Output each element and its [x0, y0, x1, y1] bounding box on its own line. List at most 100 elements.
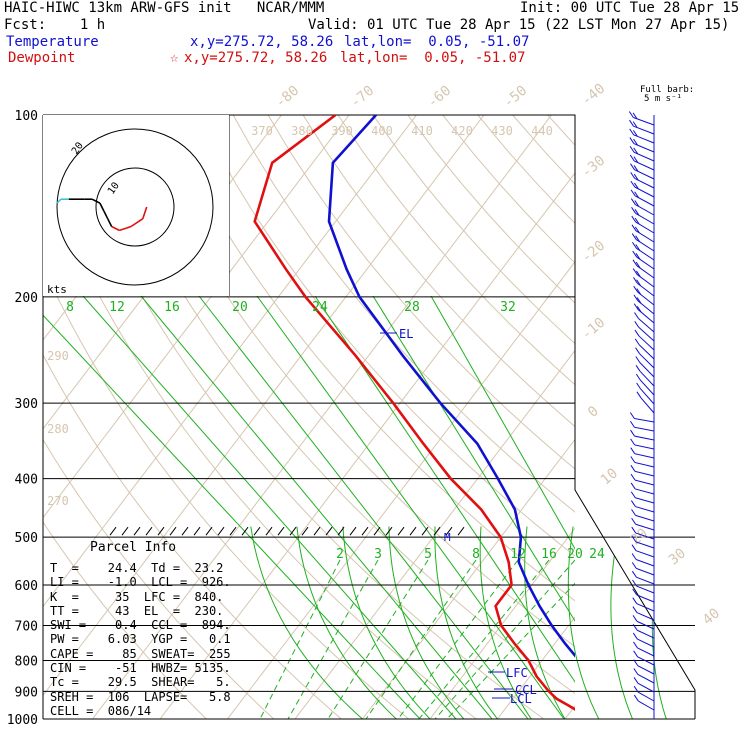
temperature-legend-label: Temperature — [6, 34, 99, 50]
theta-label: 370 — [251, 124, 273, 138]
wind-barb-flag — [630, 447, 636, 454]
lcl-label: LCL — [510, 692, 532, 706]
isotherm-line — [294, 349, 575, 719]
wind-barb-flag — [635, 261, 641, 269]
wind-barb — [639, 362, 655, 378]
wind-barb-flag — [631, 562, 637, 569]
isotherm-label: -20 — [579, 238, 609, 267]
wind-barb-flag — [634, 200, 640, 207]
parcel-info-table: T = 24.4 Td = 23.2 LI = -1.0 LCL = 926. K … — [50, 561, 231, 718]
wind-barb — [636, 585, 655, 594]
moist-adiabat-lines — [250, 526, 667, 719]
isotherm-label: -70 — [348, 83, 378, 112]
wind-barb-flag — [633, 138, 638, 146]
pressure-tick-label: 100 — [15, 109, 38, 124]
mixing-ratio-label: 5 — [424, 547, 432, 562]
wind-barb-flag — [631, 215, 637, 223]
frz-tick — [337, 526, 345, 536]
frz-tick — [313, 526, 321, 536]
wind-barb — [637, 647, 655, 657]
mixing-ratio-lines — [43, 295, 575, 719]
theta-label: 430 — [491, 124, 513, 138]
hodograph-unit-label: kts — [47, 283, 67, 296]
wind-barb-flag — [633, 659, 639, 666]
wind-barb — [639, 379, 655, 396]
dry-adiabat-line — [43, 438, 275, 719]
frz-tick — [397, 526, 405, 536]
mixing-ratio-line — [365, 559, 477, 719]
wind-barb-flag — [632, 623, 638, 631]
wind-barb — [639, 370, 655, 387]
frz-tick — [457, 526, 465, 536]
isotherm-label: -40 — [579, 81, 609, 110]
wind-barb-flag — [630, 180, 636, 188]
wind-barb-flag — [636, 297, 642, 304]
isotherm-line — [43, 115, 282, 430]
mixing-ratio-label: 8 — [66, 300, 74, 315]
dry-adiabat-line — [232, 115, 575, 513]
hodograph-segment — [99, 202, 105, 212]
isotherm-line — [43, 115, 485, 697]
moist-adiabat-line — [479, 526, 532, 719]
frz-tick — [409, 526, 417, 536]
dewpoint-star-icon: ☆ — [170, 50, 179, 66]
wind-barb-flag — [631, 544, 637, 551]
theta-label: 420 — [451, 124, 473, 138]
moist-adiabat-line — [250, 526, 363, 719]
theta-label: 440 — [531, 124, 553, 138]
mixing-ratio-label: 12 — [510, 547, 526, 562]
mixing-ratio-line — [418, 559, 550, 719]
parcel-info-row: CIN = -51 HWBZ= 5135. — [50, 661, 231, 676]
wind-barb-flag — [629, 128, 635, 136]
wind-barbs — [628, 111, 655, 719]
wind-barb-flag — [628, 111, 634, 118]
frz-tick — [253, 526, 261, 536]
mixing-ratio-label: 28 — [404, 300, 420, 315]
wind-barb — [638, 700, 655, 711]
frz-tick — [109, 526, 117, 536]
frz-tick — [325, 526, 333, 536]
wind-barb-flag — [631, 526, 637, 534]
dry-adiabat-line — [92, 115, 575, 695]
pressure-tick-label: 900 — [15, 685, 38, 700]
dry-adiabat-line — [197, 115, 575, 557]
wind-barb-flag — [634, 320, 640, 328]
mixing-ratio-label: 24 — [312, 300, 328, 315]
frz-tick — [121, 526, 129, 536]
wind-barb-flag — [631, 207, 636, 214]
wind-barb-flag — [633, 294, 639, 302]
wind-barb-flag — [633, 173, 639, 181]
frz-tick — [157, 526, 165, 536]
dry-adiabat-line — [162, 115, 575, 602]
frz-tick — [373, 526, 381, 536]
frz-tick — [421, 526, 429, 536]
wind-barb-flag — [632, 268, 638, 275]
mixing-ratio-line — [43, 314, 421, 719]
wind-barb-flag — [633, 677, 639, 684]
mixing-ratio-line — [259, 559, 341, 719]
dry-adiabat-line — [127, 115, 575, 648]
dry-adiabat-line — [512, 115, 575, 185]
wind-barb — [640, 388, 655, 405]
wind-barb-flag — [636, 288, 642, 295]
temperature-profile — [327, 115, 575, 658]
mixing-ratio-label: 16 — [541, 547, 557, 562]
parcel-info-row: CAPE = 85 SWEAT= 255 — [50, 646, 231, 661]
wind-barb — [635, 497, 655, 504]
wind-barb — [634, 435, 655, 441]
mixing-ratio-line — [434, 559, 575, 719]
isotherm-line — [633, 115, 740, 719]
pressure-tick-label: 500 — [15, 531, 38, 546]
mixing-ratio-label: 20 — [567, 547, 583, 562]
pressure-tick-label: 1000 — [7, 713, 38, 728]
moist-adiabat-line — [388, 526, 465, 719]
wind-barb-flag — [635, 244, 641, 251]
wind-barb — [636, 594, 655, 603]
wind-barb-flag — [631, 517, 637, 525]
wind-barb — [635, 541, 655, 549]
wind-barb — [637, 674, 655, 684]
moist-adiabat-line — [296, 526, 397, 719]
wind-barb-flag — [633, 285, 639, 293]
parcel-info-row: T = 24.4 Td = 23.2 — [50, 561, 224, 575]
frz-tick — [217, 526, 225, 536]
